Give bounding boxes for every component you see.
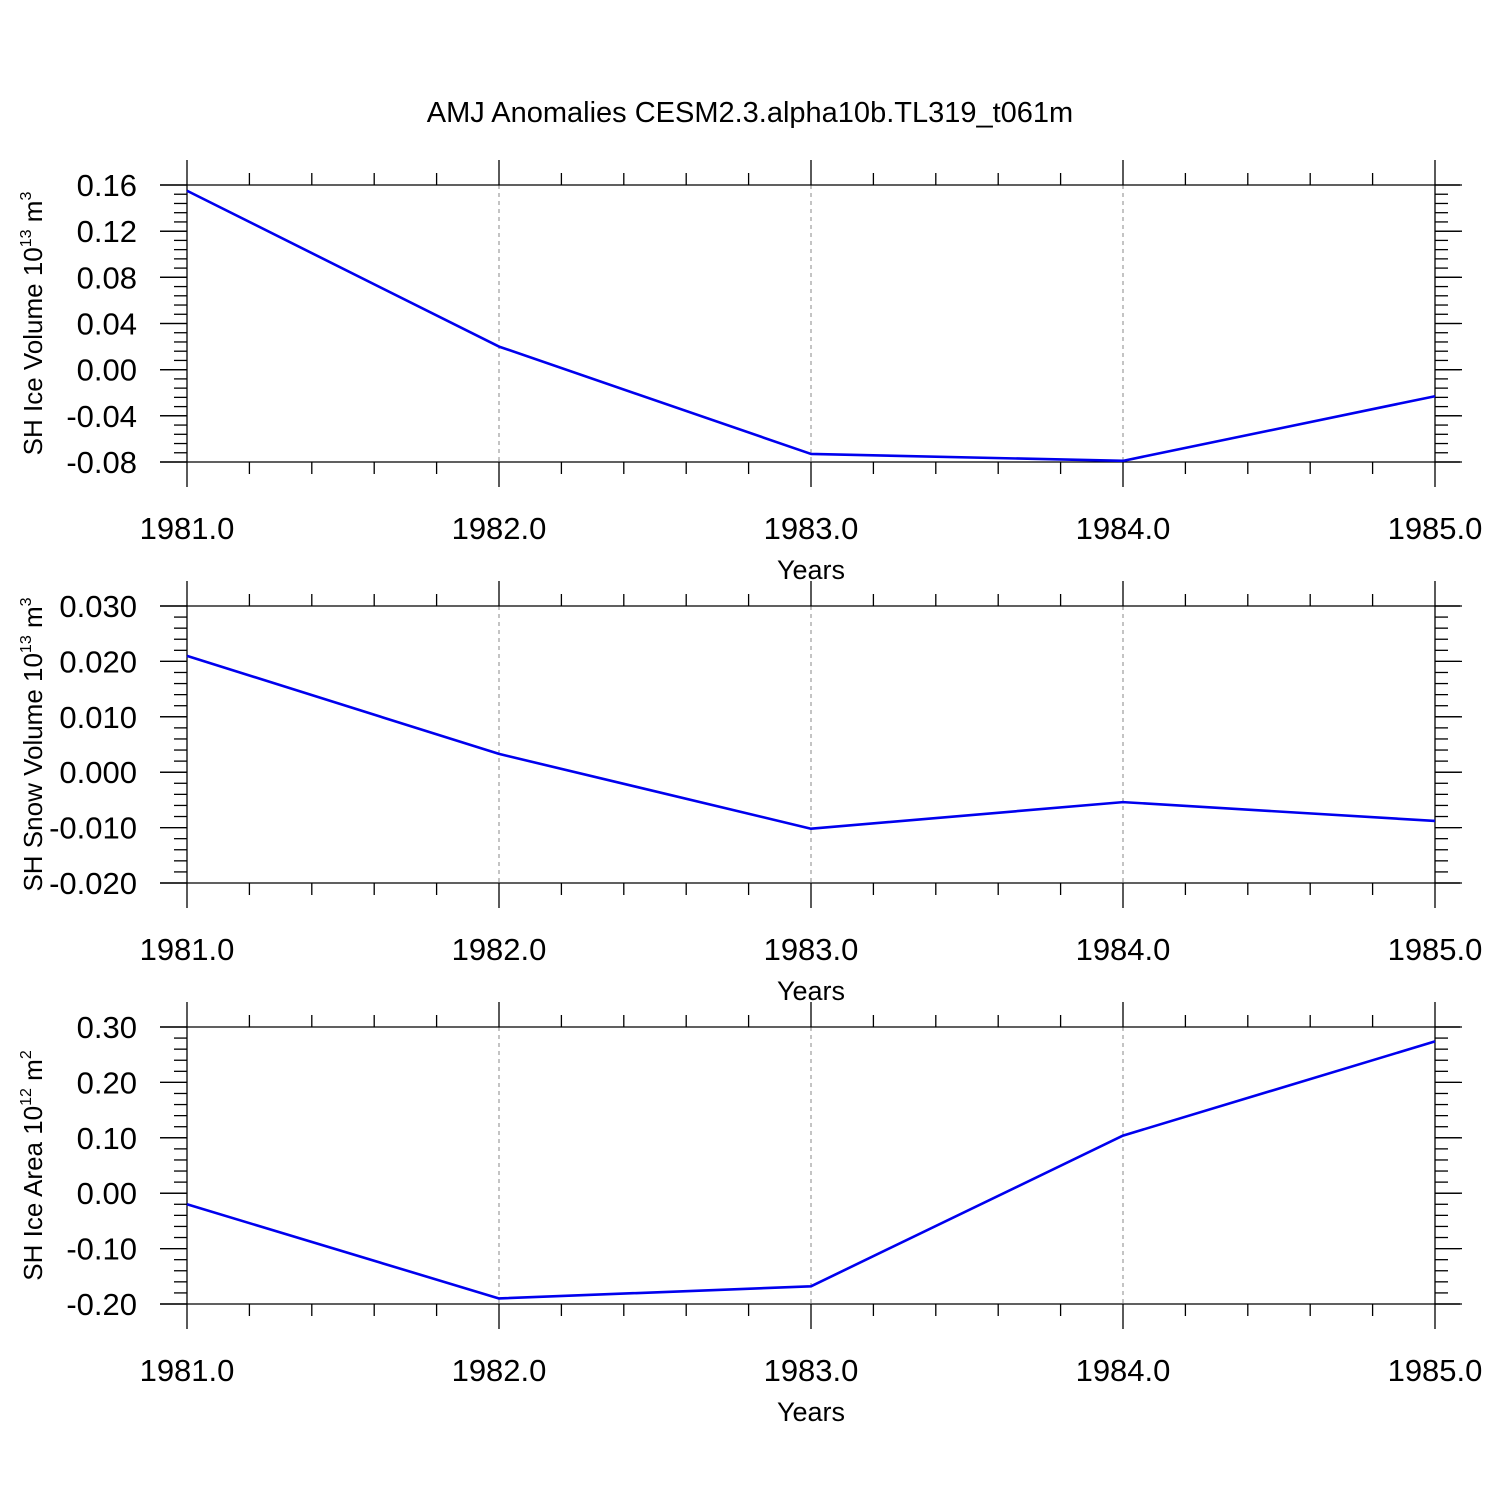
x-tick-label: 1982.0 [452,511,547,546]
x-tick-label: 1985.0 [1388,932,1483,967]
panel-1: -0.08 -0.04 0.00 0.04 0.08 0.12 0.16 1981.0 1982… [18,160,1482,585]
y-axis-label: SH Ice Volume 1013 m3 [18,192,48,456]
x-tick-label: 1984.0 [1076,932,1171,967]
x-axis-label: Years [777,1397,845,1427]
y-tick-label: -0.010 [49,811,137,846]
panel-3: -0.20 -0.10 0.00 0.10 0.20 0.30 1981.0 1982.0 19… [18,1002,1482,1427]
y-axis-label-part: m [18,1059,48,1088]
y-tick-label: 0.20 [77,1065,137,1100]
panel-2: -0.020 -0.010 0.000 0.010 0.020 0.030 1981.0 19… [18,581,1482,1006]
y-axis-label-part: SH Ice Volume 10 [18,247,48,455]
y-tick-label: 0.00 [77,353,137,388]
y-tick-label: 0.08 [77,260,137,295]
y-tick-label: 0.04 [77,307,137,342]
y-tick-label: -0.08 [66,445,137,480]
y-axis-label-part: m [18,606,48,635]
y-tick-label: 0.00 [77,1176,137,1211]
y-axis-label-part: 13 [18,229,35,247]
y-tick-label: 0.030 [59,589,137,624]
y-axis-label: SH Snow Volume 1013 m3 [18,597,48,891]
x-tick-label: 1983.0 [764,511,859,546]
y-tick-label: 0.020 [59,644,137,679]
y-tick-label: 0.12 [77,214,137,249]
y-axis-label-part: SH Ice Area 10 [18,1106,48,1281]
y-tick-label: 0.16 [77,168,137,203]
y-tick-label: -0.20 [66,1287,137,1322]
x-tick-label: 1983.0 [764,932,859,967]
y-tick-label: 0.10 [77,1121,137,1156]
x-tick-label: 1983.0 [764,1353,859,1388]
x-tick-label: 1984.0 [1076,1353,1171,1388]
y-axis-label-part: 12 [18,1088,35,1106]
chart-title: AMJ Anomalies CESM2.3.alpha10b.TL319_t06… [427,97,1073,129]
y-axis-label: SH Ice Area 1012 m2 [18,1050,48,1281]
x-tick-label: 1985.0 [1388,511,1483,546]
x-axis-label: Years [777,976,845,1006]
x-tick-label: 1981.0 [140,511,235,546]
y-tick-label: -0.10 [66,1232,137,1267]
y-tick-label: 0.30 [77,1010,137,1045]
y-axis-label-part: 2 [18,1050,35,1059]
y-tick-label: -0.020 [49,866,137,901]
x-tick-label: 1982.0 [452,932,547,967]
y-axis-label-part: SH Snow Volume 10 [18,653,48,891]
x-tick-label: 1982.0 [452,1353,547,1388]
x-tick-label: 1985.0 [1388,1353,1483,1388]
x-tick-label: 1984.0 [1076,511,1171,546]
y-axis-label-part: 13 [18,635,35,653]
x-axis-label: Years [777,555,845,585]
y-axis-label-part: 3 [18,192,35,201]
x-tick-label: 1981.0 [140,932,235,967]
y-tick-label: -0.04 [66,399,137,434]
y-tick-label: 0.010 [59,700,137,735]
y-axis-label-part: m [18,201,48,230]
x-tick-label: 1981.0 [140,1353,235,1388]
y-axis-label-part: 3 [18,597,35,606]
y-tick-label: 0.000 [59,755,137,790]
